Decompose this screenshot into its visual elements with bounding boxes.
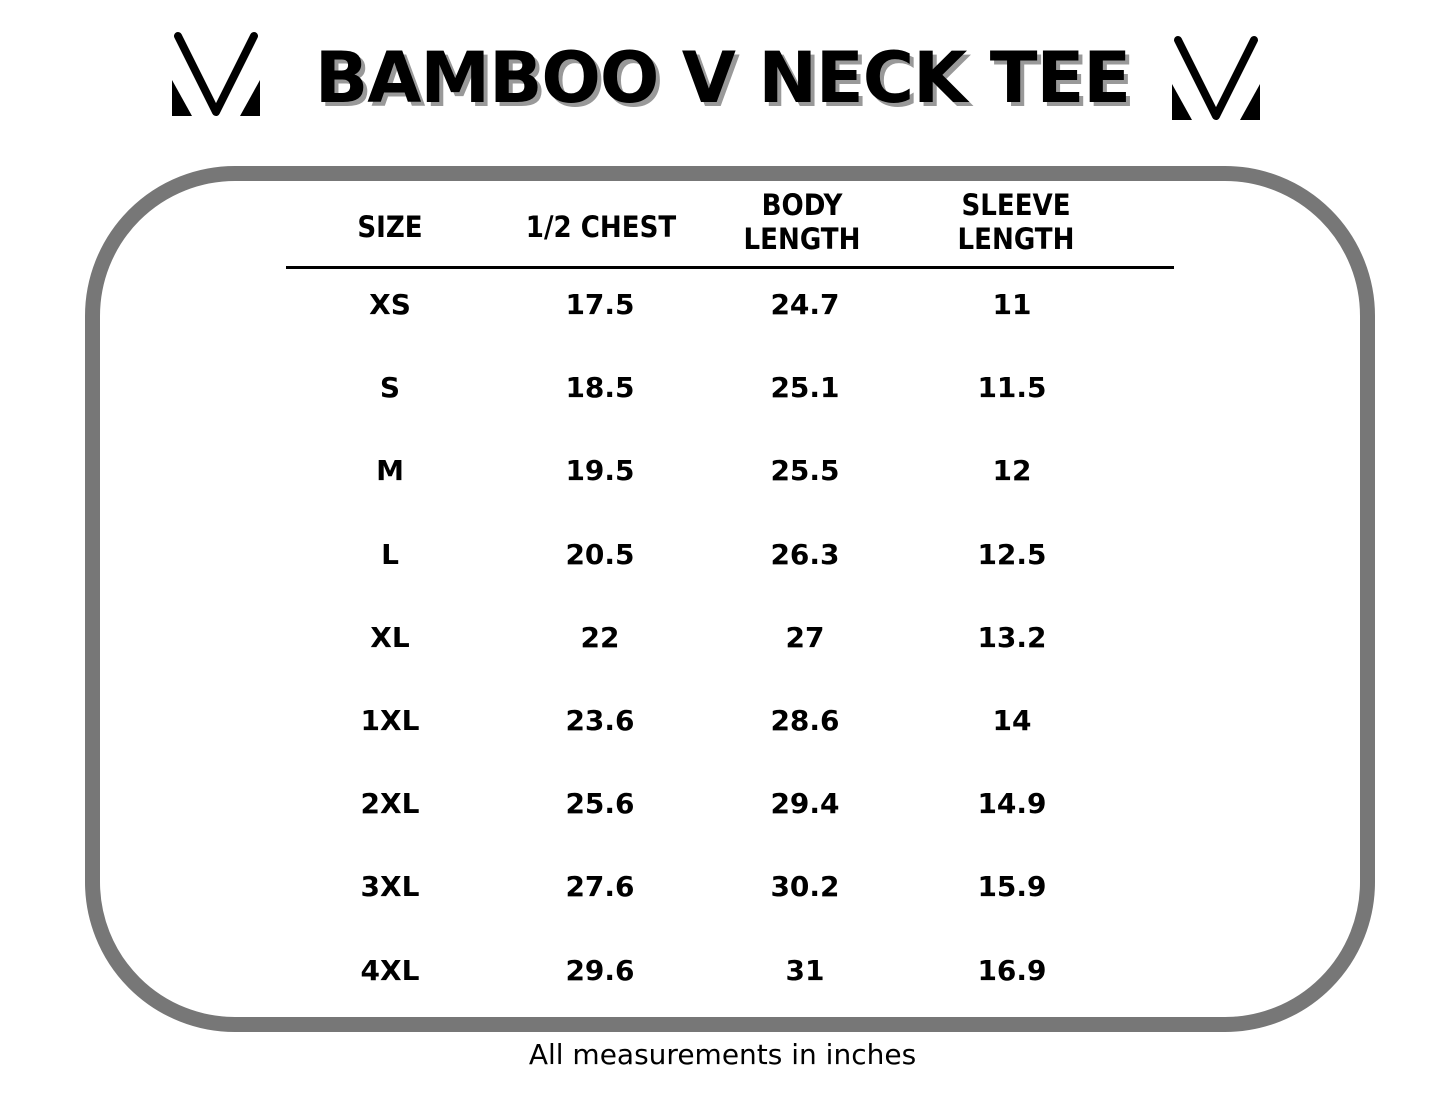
cell-sleeve-length: 11.5 (977, 371, 1047, 405)
cell-chest: 18.5 (565, 371, 635, 405)
cell-body-length: 30.2 (770, 870, 840, 904)
header-divider (286, 266, 1174, 269)
cell-body-length: 24.7 (770, 288, 840, 321)
cell-sleeve-length: 12.5 (977, 537, 1047, 571)
cell-body-length: 27 (785, 620, 825, 654)
cell-sleeve-length: 12 (992, 454, 1032, 488)
cell-body-length: 25.1 (770, 371, 840, 405)
cell-chest: 19.5 (565, 454, 635, 488)
cell-body-length: 26.3 (770, 537, 840, 571)
header-body-line2: LENGTH (743, 222, 861, 256)
header-body-line1: BODY (761, 188, 843, 222)
cell-size: 3XL (360, 870, 420, 904)
cell-size: XS (369, 288, 411, 321)
v-logo-icon (172, 32, 260, 116)
cell-chest: 29.6 (565, 953, 635, 987)
cell-chest: 23.6 (565, 704, 635, 737)
cell-body-length: 31 (785, 953, 825, 987)
cell-chest: 27.6 (565, 870, 635, 904)
v-logo-icon (1172, 36, 1260, 120)
header-size: SIZE (357, 210, 423, 244)
footnote: All measurements in inches (528, 1038, 917, 1071)
cell-size: S (379, 371, 401, 405)
cell-size: 1XL (360, 704, 420, 737)
cell-body-length: 29.4 (770, 787, 840, 821)
size-chart-frame (85, 166, 1375, 1032)
page-title: BAMBOO V NECK TEE (314, 37, 1131, 119)
cell-sleeve-length: 16.9 (977, 953, 1047, 987)
header-sleeve-length: SLEEVE LENGTH (908, 188, 1124, 256)
cell-size: L (381, 537, 399, 571)
cell-chest: 25.6 (565, 787, 635, 821)
cell-body-length: 28.6 (770, 704, 840, 737)
cell-sleeve-length: 11 (992, 288, 1032, 321)
cell-sleeve-length: 14.9 (977, 787, 1047, 821)
cell-size: XL (370, 620, 410, 654)
cell-chest: 22 (580, 620, 620, 654)
header-chest: 1/2 CHEST (525, 210, 677, 244)
cell-size: M (376, 454, 404, 488)
cell-sleeve-length: 13.2 (977, 620, 1047, 654)
cell-sleeve-length: 15.9 (977, 870, 1047, 904)
header-sleeve-line2: LENGTH (957, 222, 1075, 256)
cell-size: 4XL (360, 953, 420, 987)
cell-chest: 20.5 (565, 537, 635, 571)
cell-body-length: 25.5 (770, 454, 840, 488)
header-body-length: BODY LENGTH (694, 188, 910, 256)
cell-size: 2XL (360, 787, 420, 821)
cell-chest: 17.5 (565, 288, 635, 321)
header-sleeve-line1: SLEEVE (961, 188, 1071, 222)
cell-sleeve-length: 14 (992, 704, 1032, 737)
